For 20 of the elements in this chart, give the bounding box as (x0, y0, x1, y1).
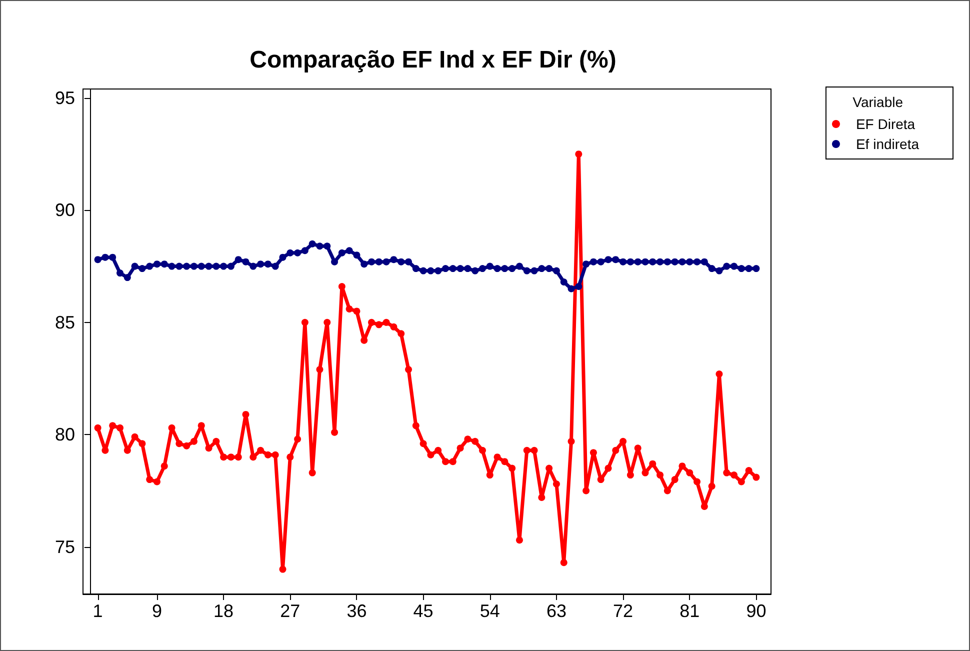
x-tick-label: 36 (346, 601, 367, 621)
x-tick-label: 9 (152, 601, 162, 621)
y-tick-label: 95 (54, 88, 75, 108)
y-tick-label: 80 (54, 424, 75, 445)
legend-label: EF Direta (856, 116, 916, 132)
x-tick-label: 1 (92, 601, 103, 621)
y-tick-label: 90 (54, 200, 75, 220)
x-tick-label: 54 (480, 601, 500, 621)
x-tick-label: 18 (214, 601, 234, 621)
x-tick-label: 81 (680, 601, 700, 621)
x-tick-label: 63 (546, 601, 566, 621)
x-tick-label: 45 (413, 601, 434, 621)
x-tick-label: 27 (280, 601, 300, 621)
y-tick-label: 75 (54, 536, 75, 557)
x-tick-label: 72 (613, 601, 634, 621)
y-tick-label: 85 (54, 312, 75, 332)
x-tick-label: 90 (746, 601, 766, 621)
chart-title: Comparação EF Ind x EF Dir (%) (250, 46, 616, 74)
legend-label: Ef indireta (856, 136, 920, 152)
legend-title: Variable (852, 94, 904, 110)
